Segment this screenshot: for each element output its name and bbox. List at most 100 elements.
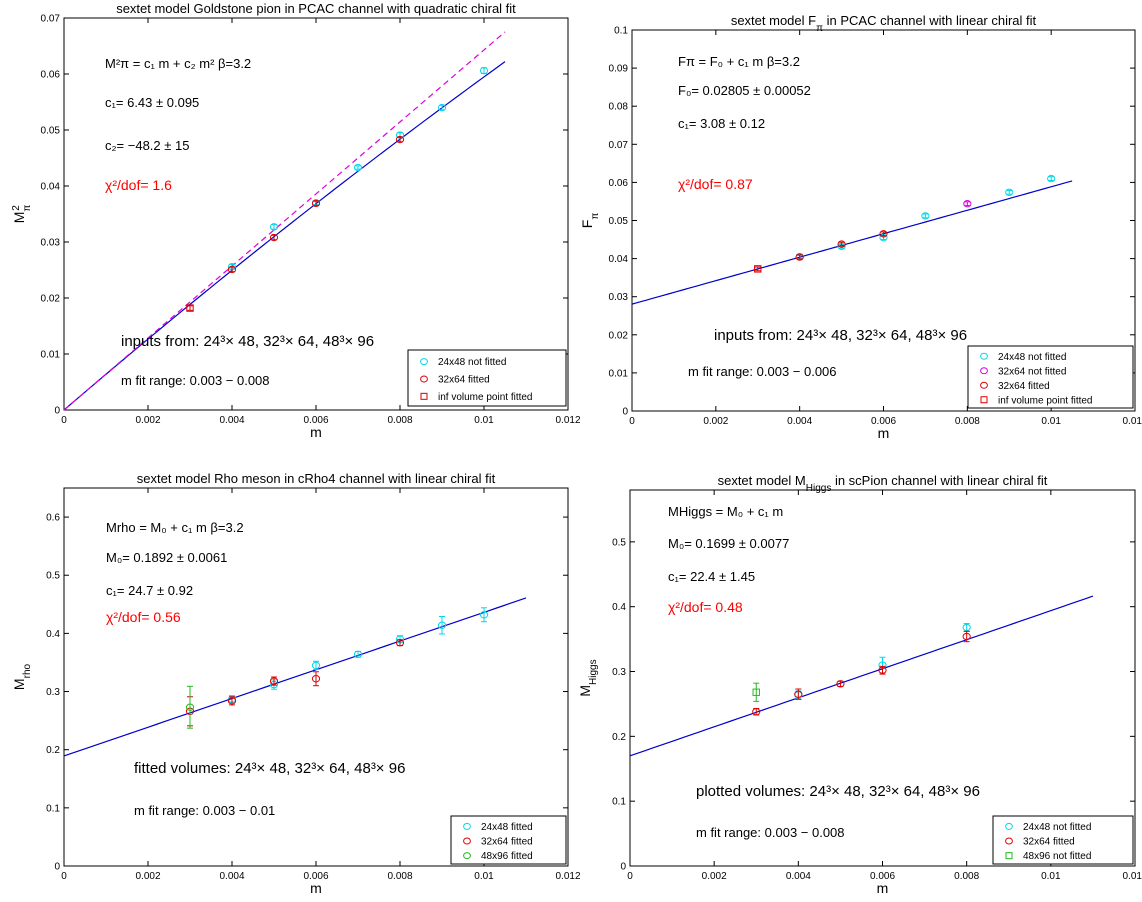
data-point <box>479 66 489 75</box>
legend-marker <box>420 392 428 400</box>
volumes-annotation: fitted volumes: 24³× 48, 32³× 64, 48³× 9… <box>134 760 405 777</box>
legend-label: 24x48 not fitted <box>1023 822 1091 833</box>
data-point <box>269 223 279 231</box>
fit-range-annotation: m fit range: 0.003 − 0.006 <box>688 364 837 379</box>
x-tick-label: 0.006 <box>303 415 328 426</box>
x-axis-label: m <box>878 425 890 441</box>
subscript: π <box>590 213 601 220</box>
x-tick-label: 0.004 <box>787 416 812 427</box>
data-point <box>311 661 321 670</box>
legend-marker <box>463 837 471 845</box>
y-tick-label: 0.06 <box>41 70 61 81</box>
legend-label: 24x48 not fitted <box>998 352 1066 363</box>
data-point <box>311 675 321 683</box>
y-axis-label: MHiggs <box>577 659 599 696</box>
y-label-main: M <box>577 685 593 697</box>
y-tick-label: 0.04 <box>609 254 629 265</box>
legend-box <box>407 349 567 407</box>
y-label-main: F <box>579 220 595 229</box>
x-tick-label: 0.004 <box>786 871 811 882</box>
fit-range-annotation: m fit range: 0.003 − 0.01 <box>134 803 275 818</box>
x-tick-label: 0 <box>629 416 635 427</box>
subscript: Higgs <box>806 483 832 494</box>
y-tick-label: 0 <box>54 862 60 873</box>
fit-line <box>629 595 1094 757</box>
legend-marker <box>420 358 428 366</box>
annotation: M₀= 0.1892 ± 0.0061 <box>106 550 227 565</box>
data-point <box>1005 188 1014 197</box>
data-point-square <box>754 265 762 273</box>
x-axis-label: m <box>877 880 889 896</box>
x-axis-label: m <box>310 424 322 440</box>
legend-label: 32x64 fitted <box>1023 837 1075 848</box>
fit-line <box>63 61 506 411</box>
fit-line <box>631 180 1073 305</box>
x-tick-label: 0.002 <box>135 871 160 882</box>
x-tick-label: 0.01 <box>474 415 494 426</box>
chart-title: sextet model Fπ in PCAC channel with lin… <box>731 13 1037 34</box>
x-tick-label: 0.004 <box>219 871 244 882</box>
legend-label: inf volume point fitted <box>998 395 1093 406</box>
x-tick-label: 0.012 <box>555 871 580 882</box>
y-axis-label: Mπ2 <box>11 205 33 224</box>
chart-title: sextet model Goldstone pion in PCAC chan… <box>116 1 516 16</box>
legend-label: 32x64 fitted <box>481 837 533 848</box>
title-text: in PCAC channel with linear chiral fit <box>823 13 1037 28</box>
data-point <box>311 199 321 208</box>
legend-label: inf volume point fitted <box>438 392 533 403</box>
title-text: in scPion channel with linear chiral fit <box>831 473 1047 488</box>
chart-panel-2: sextet model Fπ in PCAC channel with lin… <box>579 13 1142 441</box>
x-tick-label: 0 <box>627 871 633 882</box>
y-tick-label: 0 <box>620 862 626 873</box>
legend-label: 48x96 fitted <box>481 851 533 862</box>
y-tick-label: 0.09 <box>609 64 629 75</box>
y-tick-label: 0.1 <box>612 797 626 808</box>
data-point <box>269 677 279 685</box>
x-tick-label: 0 <box>61 415 67 426</box>
data-point <box>437 621 447 629</box>
title-text: sextet model Rho meson in cRho4 channel … <box>137 471 496 486</box>
data-point <box>794 690 803 698</box>
legend-label: 24x48 fitted <box>481 822 533 833</box>
data-point <box>1047 174 1056 183</box>
y-tick-label: 0 <box>54 406 60 417</box>
data-point <box>227 697 237 705</box>
x-tick-label: 0.012 <box>555 415 580 426</box>
y-tick-label: 0.03 <box>41 238 61 249</box>
annotation: Fπ = F₀ + c₁ m β=3.2 <box>678 54 800 69</box>
subscript: rho <box>22 663 33 678</box>
x-tick-label: 0.01 <box>1041 871 1061 882</box>
y-tick-label: 0.2 <box>46 745 60 756</box>
annotation: c₁= 22.4 ± 1.45 <box>668 569 755 584</box>
chart-panel-1: sextet model Goldstone pion in PCAC chan… <box>11 1 581 440</box>
legend: 24x48 fitted 32x64 fitted 48x96 fitted <box>450 815 567 865</box>
annotation: c₁= 6.43 ± 0.095 <box>105 95 199 110</box>
data-point <box>837 240 846 248</box>
annotation: χ²/dof= 0.56 <box>106 609 181 625</box>
title-text: sextet model M <box>718 473 806 488</box>
y-tick-label: 0.05 <box>41 126 61 137</box>
x-tick-label: 0.008 <box>954 871 979 882</box>
legend-marker <box>980 396 988 404</box>
data-point <box>395 135 405 144</box>
data-point <box>963 200 972 208</box>
volumes-annotation: plotted volumes: 24³× 48, 32³× 64, 48³× … <box>696 783 980 800</box>
data-point-square <box>186 304 194 312</box>
data-point <box>227 265 237 274</box>
legend-marker <box>980 352 988 360</box>
y-axis-label: Fπ <box>579 213 601 229</box>
y-label-main: M <box>11 678 27 690</box>
annotation: F₀= 0.02805 ± 0.00052 <box>678 83 811 98</box>
data-point <box>962 623 971 632</box>
chart-panel-3: sextet model Rho meson in cRho4 channel … <box>11 471 581 896</box>
title-text: sextet model Goldstone pion in PCAC chan… <box>116 1 516 16</box>
y-tick-label: 0.5 <box>612 537 626 548</box>
y-tick-label: 0 <box>622 407 628 418</box>
legend-label: 32x64 not fitted <box>998 366 1066 377</box>
x-axis-label: m <box>310 880 322 896</box>
y-label-main: M <box>11 212 27 224</box>
legend-marker <box>1005 852 1013 860</box>
legend: 24x48 not fitted 32x64 fitted inf volume p… <box>407 349 567 407</box>
data-point <box>437 103 447 112</box>
y-tick-label: 0.6 <box>46 513 60 524</box>
